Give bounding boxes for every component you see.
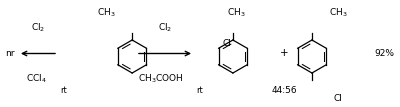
Text: rt: rt [196, 86, 203, 95]
Text: Cl: Cl [223, 39, 232, 48]
Text: Cl$_2$: Cl$_2$ [31, 22, 45, 34]
Text: CH$_3$: CH$_3$ [97, 7, 115, 19]
Text: CH$_3$: CH$_3$ [227, 7, 245, 19]
Text: nr: nr [5, 49, 15, 58]
Text: 44:56: 44:56 [271, 86, 297, 95]
Text: CCl$_4$: CCl$_4$ [26, 73, 46, 85]
Text: Cl: Cl [334, 94, 342, 103]
Text: CH$_3$COOH: CH$_3$COOH [138, 73, 184, 85]
Text: CH$_3$: CH$_3$ [329, 7, 347, 19]
Text: Cl$_2$: Cl$_2$ [158, 22, 172, 34]
Text: +: + [280, 48, 288, 59]
Text: 92%: 92% [374, 49, 394, 58]
Text: rt: rt [60, 86, 67, 95]
